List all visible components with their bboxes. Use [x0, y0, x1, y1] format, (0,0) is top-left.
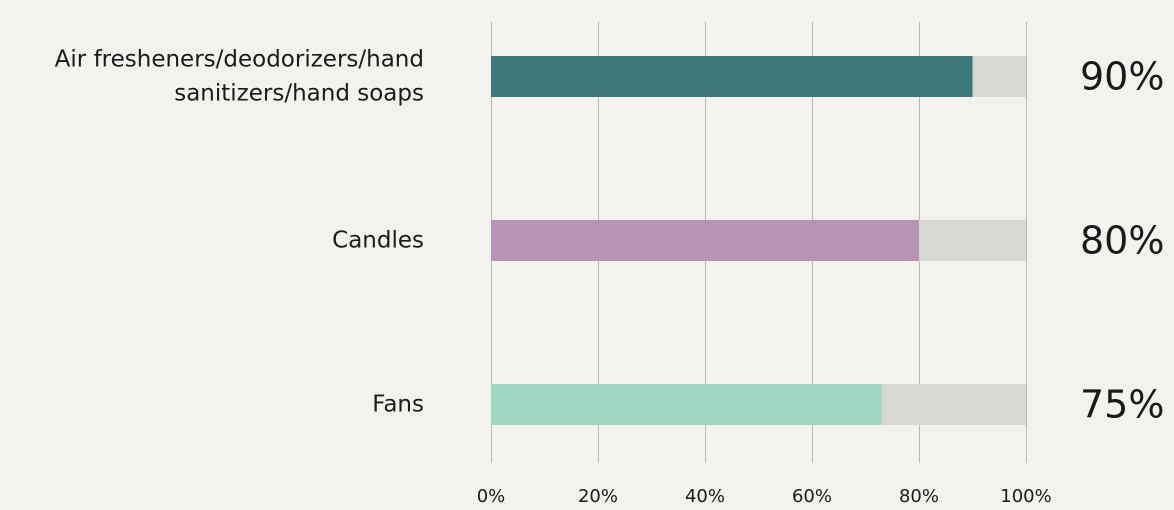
category-label: Fans	[372, 392, 424, 418]
category-label: Air fresheners/deodorizers/hand	[55, 47, 424, 73]
bar	[491, 56, 973, 97]
value-labels: 90% 80% 75%	[1080, 55, 1164, 427]
x-tick-label: 80%	[899, 486, 939, 507]
x-tick-label: 100%	[1000, 486, 1051, 507]
category-labels: Air fresheners/deodorizers/hand sanitizer…	[55, 47, 424, 418]
value-label: 90%	[1080, 55, 1164, 99]
x-tick-label: 60%	[792, 486, 832, 507]
x-tick-label: 40%	[685, 486, 725, 507]
x-tick-label: 20%	[578, 486, 618, 507]
category-label: sanitizers/hand soaps	[174, 81, 424, 107]
bars	[491, 56, 1026, 425]
bar	[491, 384, 882, 425]
x-axis-tick-labels: 0% 20% 40% 60% 80% 100%	[477, 486, 1052, 507]
category-label: Candles	[332, 228, 424, 254]
value-label: 75%	[1080, 383, 1164, 427]
bar	[491, 220, 919, 261]
x-tick-label: 0%	[477, 486, 506, 507]
value-label: 80%	[1080, 219, 1164, 263]
